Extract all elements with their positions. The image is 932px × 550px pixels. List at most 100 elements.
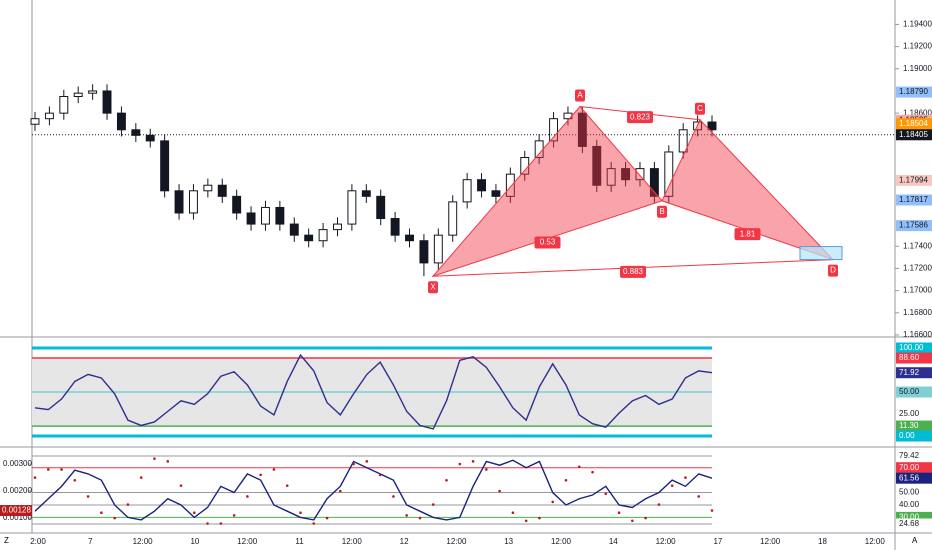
osc-dot [259, 473, 262, 477]
osc-dot [73, 478, 77, 482]
osc-dot [232, 514, 236, 517]
candle-body [606, 168, 616, 186]
osc-dot [511, 511, 515, 515]
osc-dot [352, 462, 355, 466]
candle-body [88, 90, 98, 94]
osc-dot [471, 460, 475, 463]
price-tag [896, 386, 932, 398]
osc-dot [405, 514, 408, 517]
osc-dot [604, 492, 608, 496]
osc-dot [697, 495, 701, 498]
candle-body [116, 112, 126, 131]
pattern-point-tag [695, 102, 705, 115]
ratio-label: 1.81 [740, 229, 756, 238]
osc-dot [365, 460, 369, 463]
candle-body [261, 206, 270, 225]
candle-body [289, 223, 299, 236]
osc-dot [538, 516, 541, 520]
osc-dot [246, 495, 249, 498]
x-tick-label: 10 [190, 537, 199, 546]
price-tag [896, 352, 932, 364]
osc-dot [458, 462, 462, 466]
x-tick-label: 12:00 [656, 537, 677, 546]
y-tick-label: 1.17400 [903, 241, 932, 250]
price-tag [896, 118, 932, 130]
x-tick-label: 12:00 [865, 537, 886, 546]
price-tag [896, 220, 932, 232]
last-value-tag [896, 367, 932, 379]
osc-dot [644, 516, 647, 520]
candle-body [59, 96, 69, 114]
osc-dot [631, 519, 634, 523]
osc-dot [577, 465, 581, 469]
candle-body [203, 184, 213, 192]
pattern-point-tag [428, 281, 438, 294]
osc-dot [551, 500, 555, 504]
ratio-label: 0.823 [630, 112, 651, 121]
osc-dot [285, 484, 289, 487]
candle-body [491, 190, 501, 197]
candle-body [390, 218, 400, 236]
osc-dot [684, 476, 687, 479]
candle-body [304, 234, 314, 242]
price-tag-label: 1.18504 [899, 119, 928, 128]
candle-body [30, 118, 40, 125]
osc-dot [670, 484, 674, 487]
candle-body [664, 151, 674, 197]
x-tick-label: 12 [400, 537, 409, 546]
osc-dot [153, 457, 156, 460]
y-tick-label: 1.19000 [903, 64, 932, 73]
pattern-point-tag [575, 89, 585, 102]
ratio-tag [620, 265, 646, 278]
candle-body [232, 195, 242, 214]
osc-dot [219, 522, 223, 525]
x-tick-label: 18 [818, 537, 827, 546]
rsi-line [34, 353, 713, 430]
osc-dot [710, 509, 714, 512]
osc-dot [192, 511, 196, 515]
last-value-tag [0, 505, 32, 517]
candle-body [333, 223, 342, 231]
price-tag-label: 1.17817 [899, 195, 928, 204]
osc-dot [445, 478, 448, 482]
ratio-tag [627, 111, 653, 124]
candle-body [592, 145, 602, 186]
pattern-point-label: A [577, 91, 583, 100]
price-tag-label: 50.00 [899, 488, 920, 497]
osc-dot [498, 489, 501, 493]
price-tag [896, 408, 932, 420]
osc-dot [591, 470, 594, 474]
osc-dot [60, 468, 63, 471]
y-tick-label: 1.16800 [903, 308, 932, 317]
price-tag [896, 86, 932, 98]
last-value-tag [896, 472, 932, 484]
price-tag [896, 518, 932, 530]
osc-dot [86, 495, 90, 498]
price-tag-label: 88.60 [899, 353, 920, 362]
osc-dot [166, 460, 170, 463]
candle-body [577, 112, 587, 147]
candle-body [635, 168, 645, 181]
candle-body [649, 168, 659, 197]
last-value-label: 61.56 [899, 473, 920, 482]
osc-dot [325, 516, 329, 520]
price-tag [896, 462, 932, 474]
x-tick-label: 11 [295, 537, 304, 546]
price-tag [896, 342, 932, 354]
y-tick-label: 1.19400 [903, 20, 932, 29]
price-tag-label: 1.17994 [899, 175, 928, 184]
osc-dot [339, 489, 342, 493]
y-tick-label: 1.17200 [903, 264, 932, 273]
ratio-tag [534, 236, 561, 249]
osc-dot [564, 478, 568, 482]
osc-dot [657, 503, 661, 506]
y-tick-label: 1.17000 [903, 286, 932, 295]
pattern-point-tag [828, 264, 838, 277]
y-tick-label: 1.19200 [903, 42, 932, 51]
price-tag-label: 30.00 [899, 513, 920, 522]
price-tag-label: 70.00 [899, 463, 920, 472]
candle-body [462, 179, 472, 203]
osc-dot [206, 522, 209, 525]
candle-body [433, 234, 443, 264]
price-tag-label: 1.17586 [899, 221, 928, 230]
